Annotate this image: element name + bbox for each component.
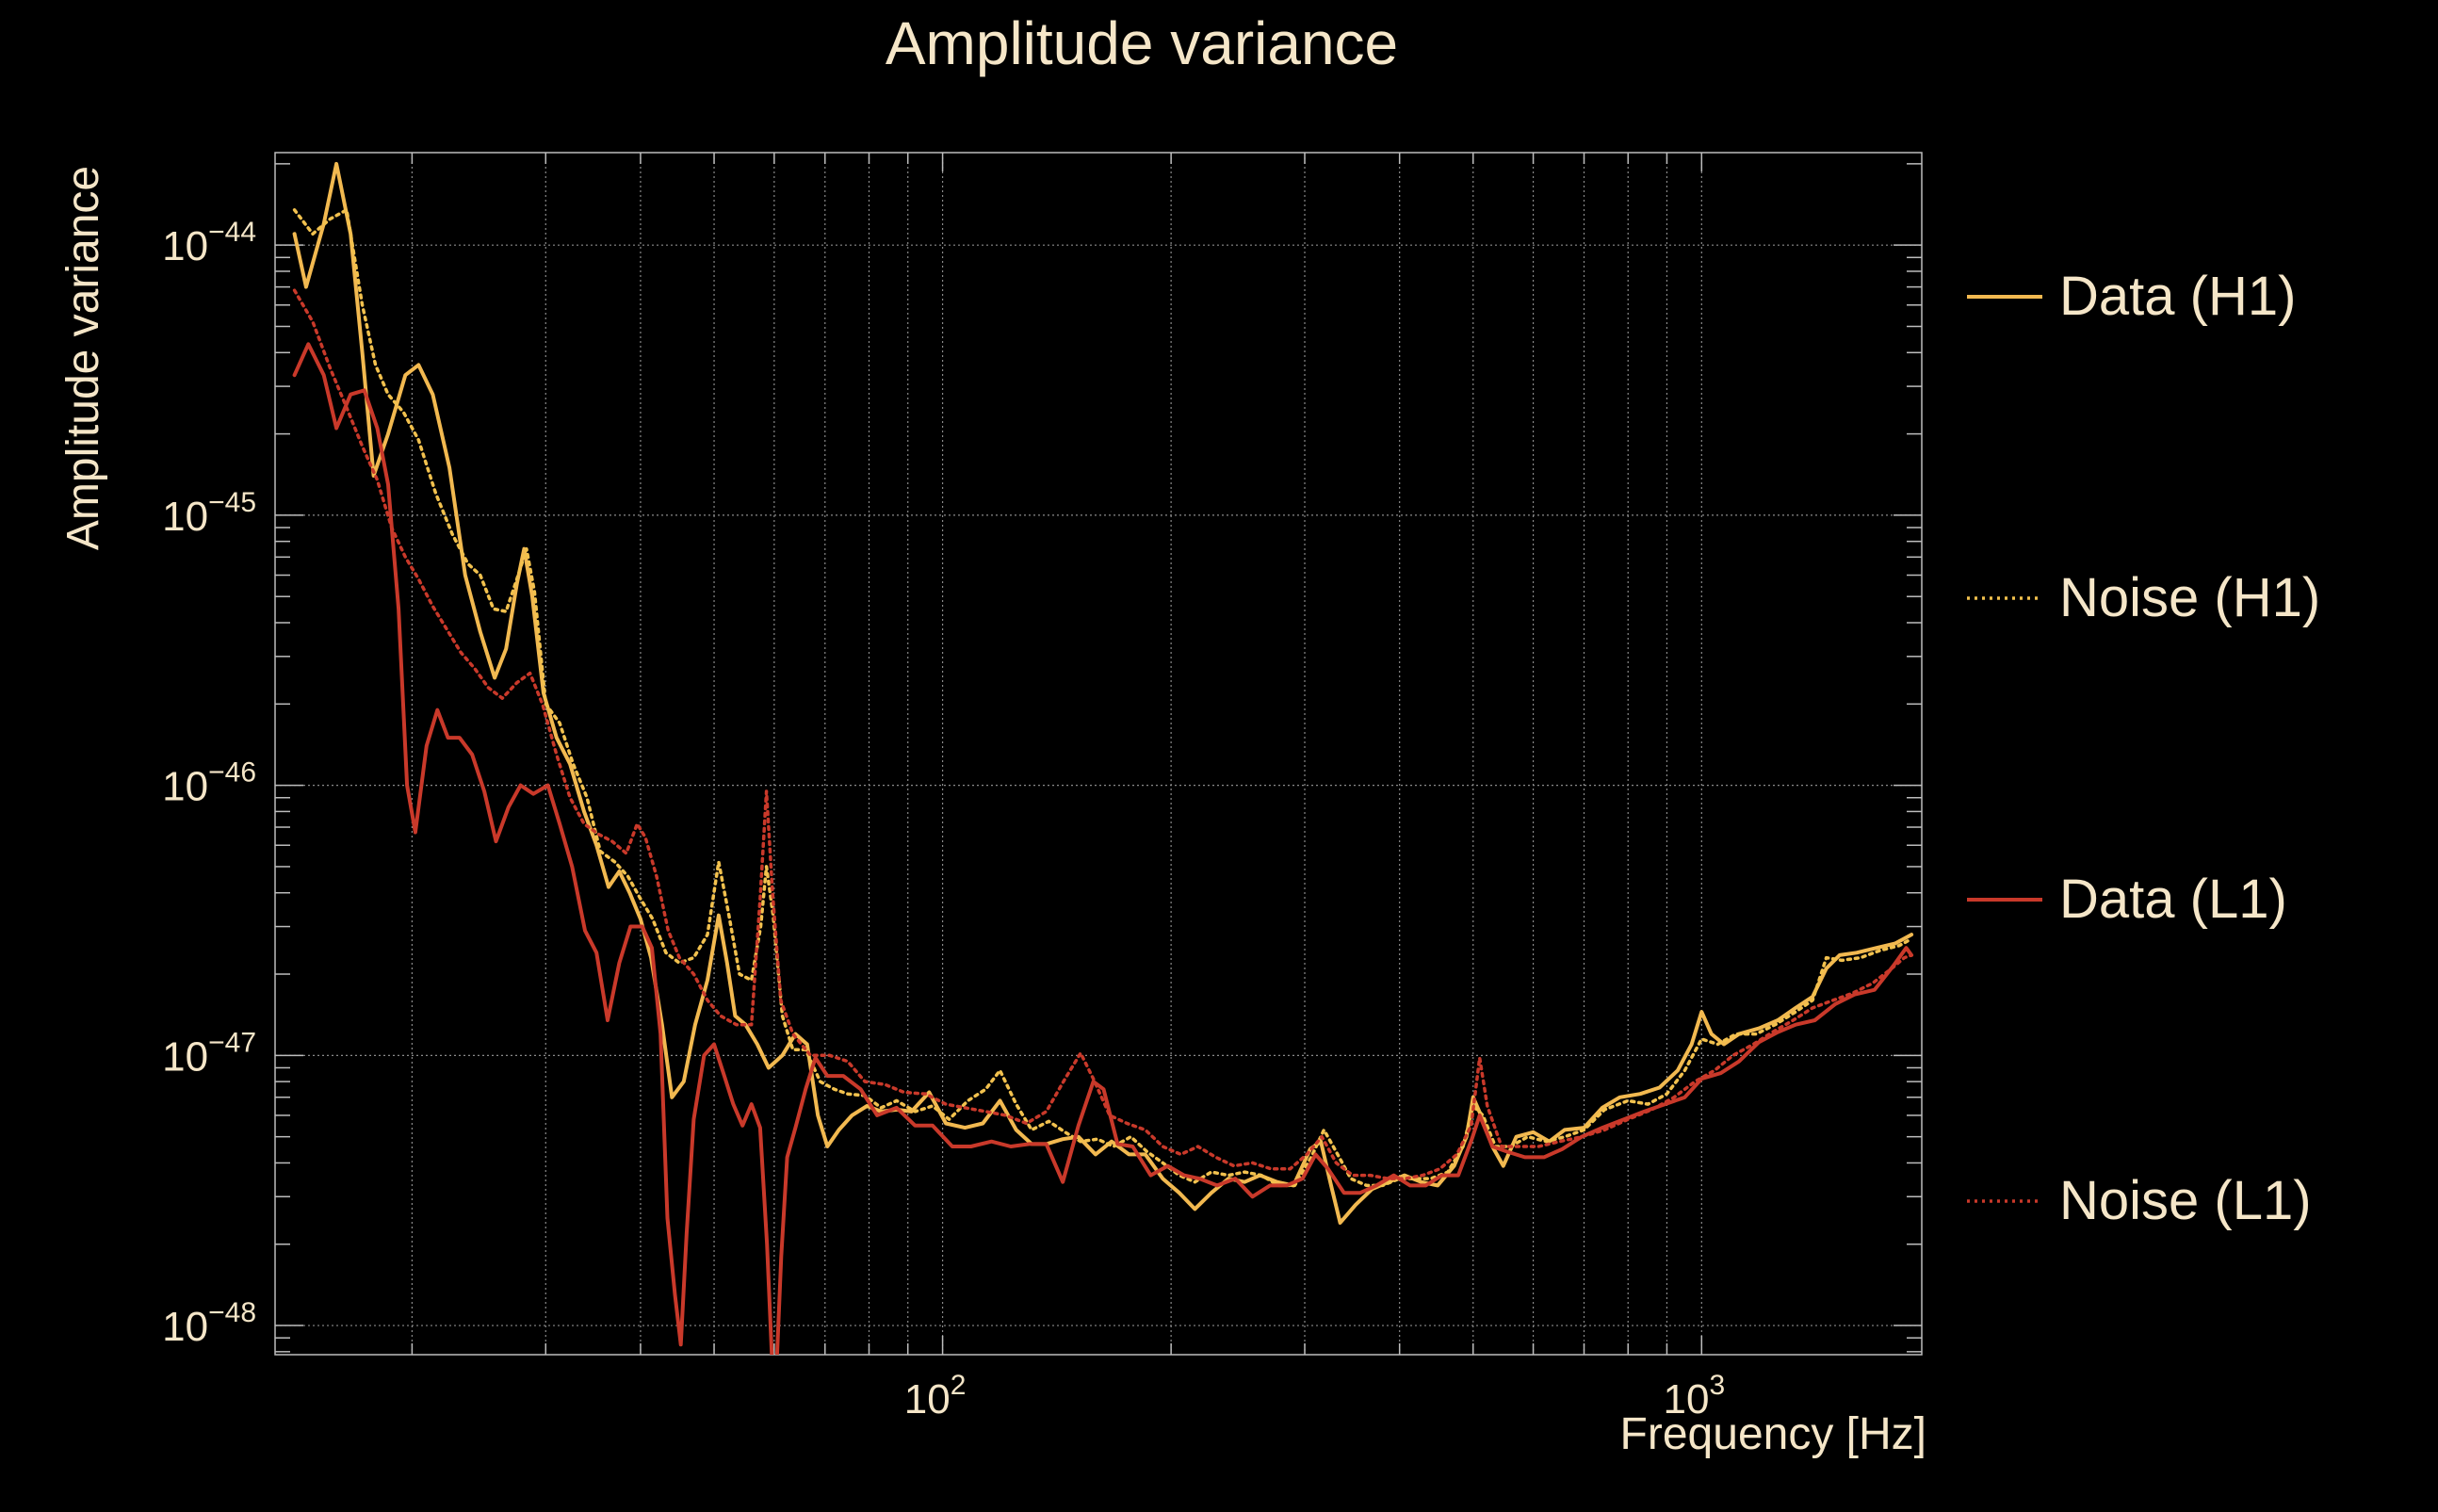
series-line-noise-h1 xyxy=(292,208,1913,1188)
legend-label: Noise (L1) xyxy=(2059,1170,2312,1231)
legend-label: Data (L1) xyxy=(2059,869,2287,930)
x-tick-label: 103 xyxy=(1663,1370,1725,1423)
y-axis-label: Amplitude variance xyxy=(58,166,108,550)
chart-title: Amplitude variance xyxy=(886,9,1398,77)
y-tick-label: 10−48 xyxy=(162,1297,256,1350)
series-line-data-l1 xyxy=(292,342,1914,1355)
series-line-noise-l1 xyxy=(292,288,1913,1180)
legend: Data (H1) Noise (H1) Data (L1) Noise (L1) xyxy=(1967,266,2320,1231)
plot-area xyxy=(292,161,1914,1355)
x-tick-label: 102 xyxy=(904,1370,967,1423)
y-tick-label: 10−47 xyxy=(162,1027,256,1080)
legend-label: Data (H1) xyxy=(2059,266,2296,327)
plot-frame xyxy=(274,152,1923,1356)
axes: 10−44 10−45 10−46 10−47 10−48 102 103 xyxy=(162,152,1923,1423)
x-axis-label: Frequency [Hz] xyxy=(1620,1409,1926,1459)
y-tick-label: 10−44 xyxy=(162,217,256,269)
legend-label: Noise (H1) xyxy=(2059,567,2320,628)
y-tick-label: 10−45 xyxy=(162,487,256,540)
y-tick-label: 10−46 xyxy=(162,757,256,810)
